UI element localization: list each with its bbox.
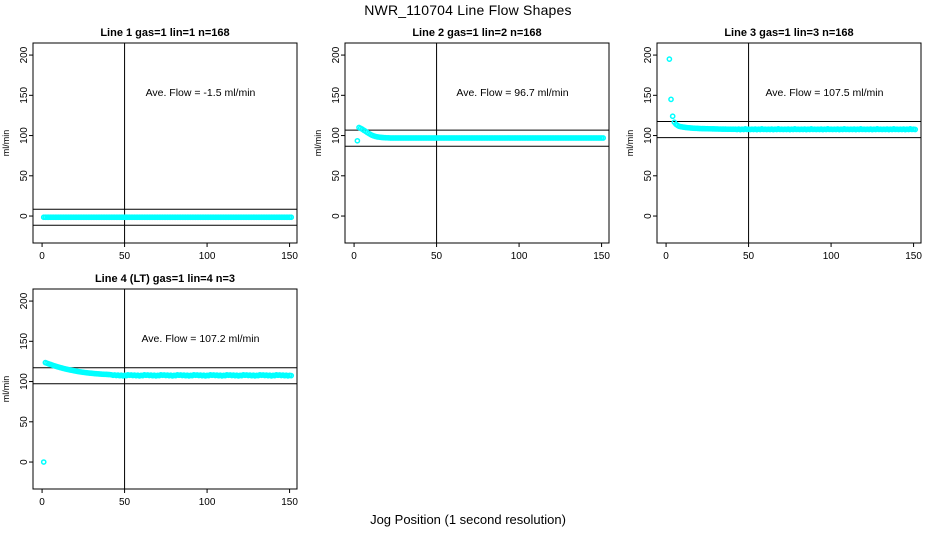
y-axis: 0 50 100 150 200 bbox=[331, 46, 345, 219]
subplot-svg: 0 50 100 150 0 50 100 150 200 ml/min Ave. Flow = 1… bbox=[625, 27, 922, 262]
y-tick-label: 150 bbox=[643, 87, 654, 104]
subplot-svg: 0 50 100 150 0 50 100 150 200 ml/min Ave. Flow = 9… bbox=[313, 27, 610, 262]
data-points bbox=[40, 359, 295, 465]
x-tick-label: 150 bbox=[593, 251, 610, 262]
x-tick-label: 50 bbox=[119, 497, 131, 508]
x-tick-label: 50 bbox=[431, 251, 443, 262]
subplot-line-2: 0 50 100 150 0 50 100 150 200 ml/min Ave. Flow = 9… bbox=[312, 22, 624, 262]
reference-lines bbox=[657, 43, 921, 243]
y-tick-label: 50 bbox=[19, 416, 30, 428]
plot-box bbox=[656, 42, 922, 244]
y-axis-title: ml/min bbox=[313, 130, 323, 157]
x-tick-label: 0 bbox=[39, 497, 45, 508]
average-flow-annotation: Ave. Flow = 107.5 ml/min bbox=[765, 87, 883, 99]
plot-box bbox=[32, 42, 298, 244]
data-point bbox=[288, 214, 295, 221]
plot-box bbox=[344, 42, 610, 244]
y-axis-title: ml/min bbox=[1, 376, 11, 403]
x-tick-label: 0 bbox=[39, 251, 45, 262]
y-tick-label: 100 bbox=[331, 127, 342, 144]
subplot-title: Line 4 (LT) gas=1 lin=4 n=3 bbox=[95, 273, 235, 285]
average-flow-annotation: Ave. Flow = 107.2 ml/min bbox=[141, 333, 259, 345]
reference-lines bbox=[33, 289, 297, 489]
x-axis: 0 50 100 150 bbox=[663, 243, 922, 262]
subplot-svg: 0 50 100 150 0 50 100 150 200 ml/min Ave. Flow = 1… bbox=[1, 273, 298, 508]
x-tick-label: 150 bbox=[281, 497, 298, 508]
y-tick-label: 0 bbox=[643, 213, 654, 219]
average-flow-annotation: Ave. Flow = -1.5 ml/min bbox=[146, 87, 256, 99]
subplot-title: Line 2 gas=1 lin=2 n=168 bbox=[412, 27, 541, 39]
plot-box bbox=[32, 288, 298, 490]
average-flow-annotation: Ave. Flow = 96.7 ml/min bbox=[456, 87, 568, 99]
x-axis: 0 50 100 150 bbox=[39, 243, 298, 262]
y-tick-label: 100 bbox=[19, 373, 30, 390]
data-point bbox=[40, 459, 47, 465]
y-tick-label: 200 bbox=[643, 46, 654, 63]
x-tick-label: 0 bbox=[351, 251, 357, 262]
y-tick-label: 100 bbox=[643, 127, 654, 144]
data-points bbox=[40, 214, 295, 221]
data-point bbox=[668, 96, 674, 103]
y-tick-label: 100 bbox=[19, 127, 30, 144]
x-tick-label: 100 bbox=[511, 251, 528, 262]
y-tick-label: 50 bbox=[19, 170, 30, 182]
y-tick-label: 200 bbox=[19, 292, 30, 309]
x-tick-label: 150 bbox=[281, 251, 298, 262]
y-tick-label: 50 bbox=[643, 170, 654, 182]
x-tick-label: 100 bbox=[199, 251, 216, 262]
y-axis-title: ml/min bbox=[1, 130, 11, 157]
y-tick-label: 200 bbox=[331, 46, 342, 63]
subplot-title: Line 3 gas=1 lin=3 n=168 bbox=[724, 27, 853, 39]
y-tick-label: 0 bbox=[331, 213, 342, 219]
y-tick-label: 150 bbox=[331, 87, 342, 104]
figure-title: NWR_110704 Line Flow Shapes bbox=[364, 2, 572, 18]
x-tick-label: 100 bbox=[199, 497, 216, 508]
y-tick-label: 200 bbox=[19, 46, 30, 63]
subplot-line-1: 0 50 100 150 0 50 100 150 200 ml/min Ave. Flow = -… bbox=[0, 22, 312, 262]
y-tick-label: 150 bbox=[19, 87, 30, 104]
x-axis-label: Jog Position (1 second resolution) bbox=[370, 512, 566, 527]
subplot-line-3: 0 50 100 150 0 50 100 150 200 ml/min Ave. Flow = 1… bbox=[624, 22, 936, 262]
data-point bbox=[288, 372, 295, 379]
y-axis: 0 50 100 150 200 bbox=[19, 292, 33, 465]
y-tick-label: 0 bbox=[19, 213, 30, 219]
subplot-line-4: 0 50 100 150 0 50 100 150 200 ml/min Ave. Flow = 1… bbox=[0, 268, 312, 508]
data-points bbox=[354, 124, 607, 144]
x-tick-label: 50 bbox=[743, 251, 755, 262]
reference-lines bbox=[345, 43, 609, 243]
subplot-title: Line 1 gas=1 lin=1 n=168 bbox=[100, 27, 229, 39]
reference-lines bbox=[33, 43, 297, 243]
y-tick-label: 0 bbox=[19, 459, 30, 465]
x-tick-label: 100 bbox=[823, 251, 840, 262]
y-axis: 0 50 100 150 200 bbox=[643, 46, 657, 219]
subplot-svg: 0 50 100 150 0 50 100 150 200 ml/min Ave. Flow = -… bbox=[1, 27, 298, 262]
x-tick-label: 0 bbox=[663, 251, 669, 262]
y-axis: 0 50 100 150 200 bbox=[19, 46, 33, 219]
data-point bbox=[669, 113, 676, 120]
data-point bbox=[912, 126, 919, 133]
x-axis: 0 50 100 150 bbox=[39, 489, 298, 508]
y-tick-label: 150 bbox=[19, 333, 30, 350]
data-point bbox=[600, 135, 607, 141]
x-axis: 0 50 100 150 bbox=[351, 243, 610, 262]
x-tick-label: 50 bbox=[119, 251, 131, 262]
data-point bbox=[666, 56, 673, 62]
x-tick-label: 150 bbox=[905, 251, 922, 262]
data-point bbox=[354, 137, 361, 144]
y-tick-label: 50 bbox=[331, 170, 342, 182]
data-points bbox=[666, 56, 919, 133]
y-axis-title: ml/min bbox=[625, 130, 635, 157]
